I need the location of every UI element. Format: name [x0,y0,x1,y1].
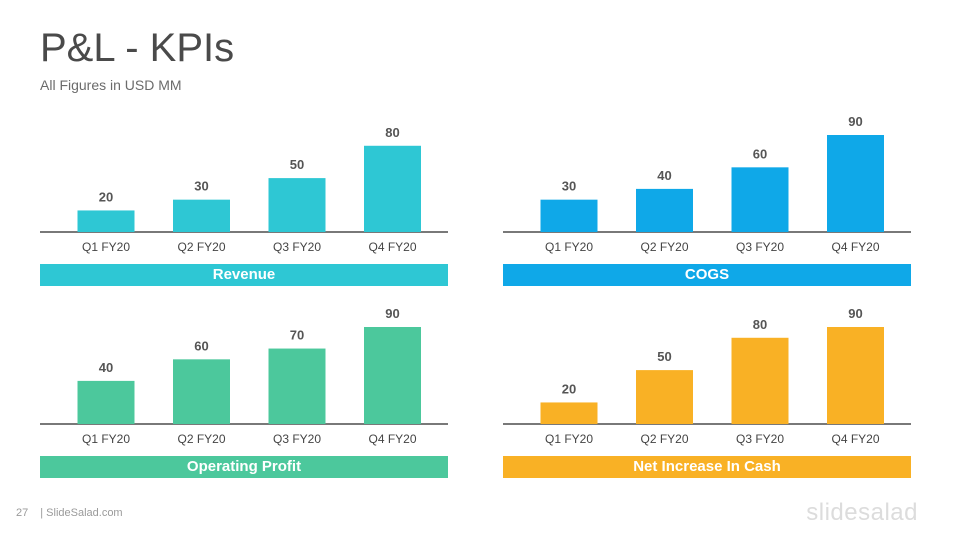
revenue-bar [268,178,326,232]
operating-profit-tick-label: Q3 FY20 [273,432,321,446]
cogs-bar [731,167,789,232]
operating-profit-chart: 40 Q1 FY20 60 Q2 FY20 70 Q3 FY20 90 Q4 FY20 [40,306,448,446]
net-increase-in-cash-tick-label: Q3 FY20 [736,432,784,446]
cogs-bar [827,135,884,232]
cogs-bar [636,188,693,232]
revenue-data-label: 20 [99,189,113,204]
net-increase-in-cash-bar [540,402,598,424]
operating-profit-chart-title: Operating Profit [40,456,448,478]
operating-profit-tick-label: Q1 FY20 [82,432,130,446]
page-subtitle: All Figures in USD MM [40,77,182,93]
cogs-tick-label: Q3 FY20 [736,240,784,254]
revenue-tick-label: Q2 FY20 [177,240,225,254]
cogs-data-label: 60 [753,146,767,161]
net-increase-in-cash-chart-title: Net Increase In Cash [503,456,911,478]
revenue-chart-title: Revenue [40,264,448,286]
revenue-chart: 20 Q1 FY20 30 Q2 FY20 50 Q3 FY20 80 Q4 FY20 [40,125,448,254]
footer-brand: | SlideSalad.com [40,507,123,519]
revenue-bar [173,199,230,232]
net-increase-in-cash-chart: 20 Q1 FY20 50 Q2 FY20 80 Q3 FY20 90 Q4 FY20 [503,306,911,446]
net-increase-in-cash-tick-label: Q2 FY20 [640,432,688,446]
operating-profit-data-label: 60 [194,338,208,353]
cogs-data-label: 30 [562,179,576,194]
slidesalad-logo: slidesalad [806,499,918,526]
page-number: 27 [16,507,29,519]
revenue-tick-label: Q1 FY20 [82,240,130,254]
net-increase-in-cash-bar [827,327,884,424]
cogs-bar [540,199,598,232]
cogs-tick-label: Q4 FY20 [831,240,879,254]
net-increase-in-cash-data-label: 80 [753,317,767,332]
cogs-tick-label: Q1 FY20 [545,240,593,254]
revenue-bar [77,210,135,232]
operating-profit-data-label: 90 [385,306,399,321]
net-increase-in-cash-tick-label: Q4 FY20 [831,432,879,446]
cogs-chart-title: COGS [503,264,911,286]
operating-profit-bar [77,380,135,424]
operating-profit-bar [364,327,421,424]
page-title: P&L - KPIs [40,26,235,70]
net-increase-in-cash-data-label: 90 [848,306,862,321]
cogs-data-label: 40 [657,168,671,183]
revenue-tick-label: Q4 FY20 [368,240,416,254]
net-increase-in-cash-bar [636,370,693,424]
net-increase-in-cash-data-label: 20 [562,381,576,396]
net-increase-in-cash-tick-label: Q1 FY20 [545,432,593,446]
net-increase-in-cash-bar [731,337,789,424]
footer: 27 | SlideSalad.com [16,507,123,519]
revenue-data-label: 30 [194,179,208,194]
operating-profit-data-label: 40 [99,360,113,375]
revenue-tick-label: Q3 FY20 [273,240,321,254]
operating-profit-tick-label: Q2 FY20 [177,432,225,446]
net-increase-in-cash-data-label: 50 [657,349,671,364]
cogs-data-label: 90 [848,114,862,129]
revenue-bar [364,145,421,232]
operating-profit-bar [173,359,230,424]
operating-profit-tick-label: Q4 FY20 [368,432,416,446]
cogs-chart: 30 Q1 FY20 40 Q2 FY20 60 Q3 FY20 90 Q4 FY20 [503,114,911,254]
cogs-tick-label: Q2 FY20 [640,240,688,254]
operating-profit-data-label: 70 [290,328,304,343]
revenue-data-label: 50 [290,157,304,172]
operating-profit-bar [268,348,326,424]
revenue-data-label: 80 [385,125,399,140]
